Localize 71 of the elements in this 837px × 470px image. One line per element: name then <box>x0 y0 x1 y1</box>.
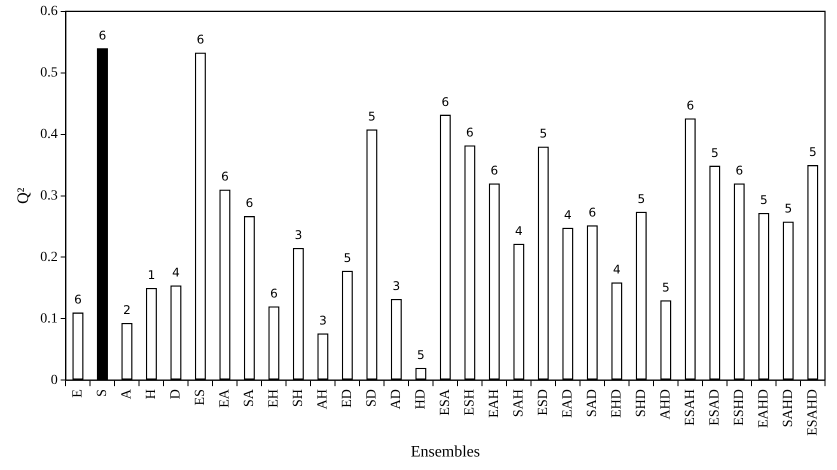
x-tick-label: SD <box>364 389 380 408</box>
x-tick-label: EA <box>218 388 233 408</box>
annotation: 3 <box>294 228 302 242</box>
x-tick-label: SHD <box>634 389 649 418</box>
annotation: 6 <box>98 28 106 42</box>
annotation: 6 <box>270 286 278 301</box>
annotation: 5 <box>760 193 768 208</box>
x-tick-label: SAHD <box>780 389 796 428</box>
x-tick-label: EAD <box>560 389 576 418</box>
x-tick-label: EH <box>266 389 282 408</box>
x-tick-label: H <box>144 389 160 400</box>
x-tick-label: E <box>70 389 86 398</box>
annotation: 4 <box>172 266 180 280</box>
x-tick-label: ESAD <box>707 389 722 426</box>
x-tick-label: ESH <box>462 389 478 416</box>
annotation: 6 <box>588 205 596 220</box>
y-tick-label: 0.6 <box>40 4 58 20</box>
annotation: 5 <box>540 126 548 141</box>
annotation: 6 <box>74 292 82 307</box>
x-tick-label: EHD <box>609 389 624 418</box>
y-tick-label: 0.4 <box>40 126 58 142</box>
y-axis-title: Q² <box>14 187 32 204</box>
annotation: 5 <box>710 146 719 160</box>
x-tick-label: ED <box>340 389 356 408</box>
x-tick-label: SAH <box>512 389 527 418</box>
annotation: 6 <box>466 125 474 140</box>
annotation: 3 <box>319 314 327 328</box>
annotation: 5 <box>784 202 792 216</box>
x-tick-label: AHD <box>658 389 674 420</box>
x-tick-label: ESAHD <box>805 389 820 436</box>
x-tick-label: AH <box>316 389 331 410</box>
x-tick-label: ESHD <box>732 389 747 426</box>
x-tick-label: AD <box>389 389 404 410</box>
annotation: 5 <box>417 348 425 362</box>
x-tick-label: ES <box>193 389 208 406</box>
annotation: 4 <box>515 224 523 238</box>
y-tick-label: 0 <box>50 372 58 388</box>
annotation: 6 <box>221 170 229 184</box>
annotation: 4 <box>612 262 621 277</box>
x-tick-label: EAHD <box>756 389 772 428</box>
x-tick-label: ESAH <box>682 389 698 426</box>
x-tick-label: D <box>168 389 184 400</box>
annotation: 5 <box>808 145 817 160</box>
x-tick-label: SH <box>291 389 306 408</box>
x-tick-label: A <box>120 388 135 400</box>
annotation: 5 <box>344 250 352 265</box>
annotation: 2 <box>123 303 131 318</box>
annotation: 3 <box>392 279 400 294</box>
annotation: 5 <box>368 110 376 124</box>
y-tick-label: 0.2 <box>40 250 58 265</box>
annotation: 6 <box>246 196 254 210</box>
x-tick-label: SAD <box>584 389 600 418</box>
annotation: 4 <box>564 208 572 222</box>
annotation: 6 <box>686 98 694 112</box>
y-tick-label: 0.1 <box>40 311 58 326</box>
x-tick-label: ESD <box>536 389 551 416</box>
x-tick-label: SA <box>242 388 258 408</box>
annotation: 6 <box>735 164 744 178</box>
y-tick-label: 0.3 <box>40 188 58 204</box>
y-tick-label: 0.5 <box>40 66 58 81</box>
x-tick-label: S <box>95 389 110 397</box>
annotation: 5 <box>637 192 646 206</box>
x-tick-label: EAH <box>487 389 502 418</box>
annotation: 5 <box>662 280 670 294</box>
x-axis-title: Ensembles <box>410 444 480 461</box>
annotation: 6 <box>196 32 204 47</box>
annotation: 6 <box>490 164 498 178</box>
x-tick-label: HD <box>414 389 429 410</box>
x-tick-label: ESA <box>438 388 454 416</box>
annotation: 6 <box>442 94 450 109</box>
annotation: 1 <box>148 268 156 282</box>
